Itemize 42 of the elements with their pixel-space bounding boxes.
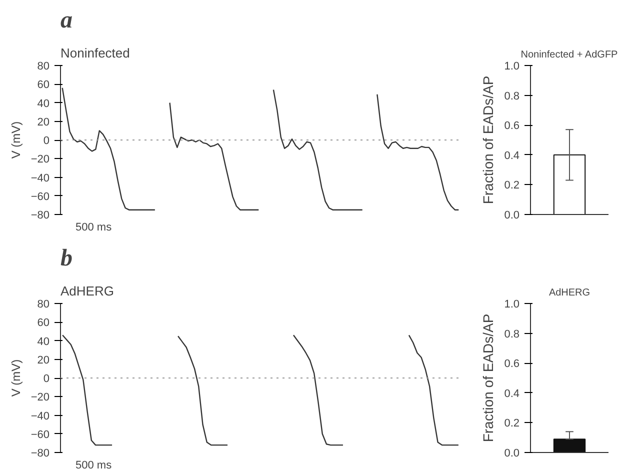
y-tick-label: 0.8 <box>504 328 520 340</box>
y-tick-label: 80 <box>37 60 50 72</box>
y-tick-label: 60 <box>37 79 50 92</box>
chart-subtitle: Noninfected <box>60 46 130 60</box>
chart-title: Noninfected + AdGFP <box>520 50 618 60</box>
y-tick-label: 0 <box>43 373 50 385</box>
chart-subtitle: AdHERG <box>60 284 114 298</box>
y-tick-label: 20 <box>37 354 50 366</box>
text: 500 ms <box>76 460 112 472</box>
y-axis-title: V (mV) <box>8 121 23 159</box>
y-tick-label: −20 <box>30 154 50 166</box>
y-tick-label: 0.4 <box>504 388 520 400</box>
chart-title: AdHERG <box>548 288 590 298</box>
chart-title: a <box>60 8 72 34</box>
y-tick-label: −20 <box>30 392 50 404</box>
y-tick-label: −40 <box>30 410 50 422</box>
y-tick-label: −80 <box>30 448 50 460</box>
y-tick-label: 1.0 <box>504 60 520 72</box>
y-tick-label: 0.0 <box>504 448 520 460</box>
y-axis-title: Fraction of EADs/AP <box>480 76 496 204</box>
y-tick-label: 20 <box>37 116 50 128</box>
chart-title: b <box>60 246 72 272</box>
y-tick-label: 0.4 <box>504 150 520 162</box>
y-tick-label: 60 <box>37 317 50 330</box>
y-tick-label: 40 <box>37 98 50 110</box>
y-tick-label: 0.2 <box>504 418 520 430</box>
y-tick-label: 0.6 <box>504 120 520 132</box>
y-tick-label: 40 <box>37 336 50 348</box>
y-tick-label: 0.2 <box>504 180 520 192</box>
y-tick-label: 1.0 <box>504 298 520 310</box>
y-tick-label: −60 <box>30 428 50 441</box>
y-tick-label: 0.6 <box>504 358 520 370</box>
y-tick-label: 0.8 <box>504 90 520 102</box>
y-tick-label: 0 <box>43 135 50 147</box>
y-axis-title: V (mV) <box>8 359 23 397</box>
y-tick-label: 80 <box>37 298 50 310</box>
y-tick-label: −40 <box>30 172 50 184</box>
y-tick-label: 0.0 <box>504 210 520 222</box>
text: 500 ms <box>76 222 112 234</box>
y-tick-label: −80 <box>30 210 50 222</box>
y-tick-label: −60 <box>30 190 50 203</box>
y-axis-title: Fraction of EADs/AP <box>480 314 496 442</box>
